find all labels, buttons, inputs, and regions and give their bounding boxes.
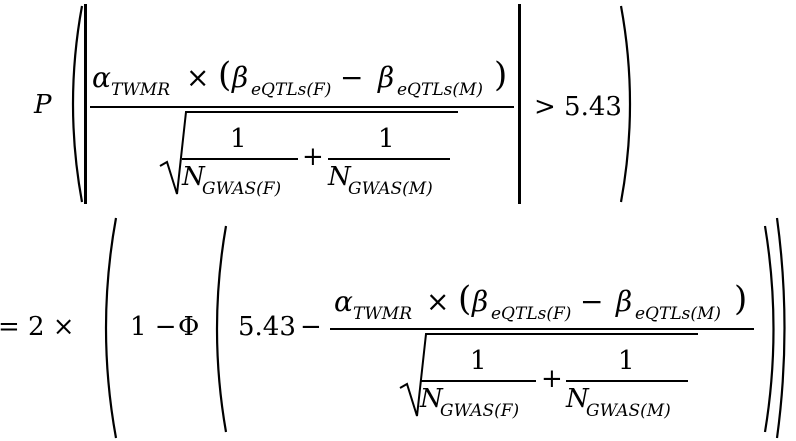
minus-before-fraction: −: [300, 312, 322, 342]
one-numerator-f: 1: [230, 124, 247, 154]
paren-level-2-left: [215, 225, 228, 433]
sqrt-vinculum: [186, 111, 448, 113]
abs-bar-left: [84, 4, 87, 204]
n-m-subscript: GWAS(M): [348, 179, 433, 199]
alpha-symbol: α: [92, 61, 111, 94]
equals-symbol: =: [0, 312, 20, 342]
plus-symbol: +: [302, 142, 324, 172]
minus-symbol: −: [340, 61, 364, 94]
beta-f-subscript-2: eQTLs(F): [491, 304, 572, 324]
n-symbol-f: N: [182, 162, 205, 192]
outer-left-paren: [71, 5, 84, 203]
alpha-subscript-2: TWMR: [353, 304, 413, 324]
inner-fraction-bar-m: [328, 158, 450, 160]
inner-fraction-bar-f-2: [420, 380, 536, 382]
alpha-symbol-2: α: [334, 285, 353, 318]
two-times-text: 2 ×: [28, 312, 75, 342]
comparison-text: > 5.43: [534, 92, 622, 122]
beta-symbol: β: [232, 61, 249, 94]
phi-symbol: Φ: [178, 312, 200, 342]
fraction-bar-2: [330, 328, 754, 330]
beta-m-subscript-2: eQTLs(M): [635, 304, 722, 324]
beta-symbol-4: β: [616, 285, 633, 318]
n-m-subscript-2: GWAS(M): [586, 401, 671, 421]
one-numerator-m-2: 1: [618, 346, 635, 376]
plus-symbol-2: +: [541, 364, 563, 394]
n-symbol-m: N: [328, 162, 351, 192]
paren-level-1-left: [104, 217, 118, 439]
inner-fraction-bar-f: [182, 158, 298, 160]
n-f-subscript-2: GWAS(F): [440, 401, 520, 421]
threshold-value: 5.43: [238, 312, 296, 342]
alpha-subscript: TWMR: [111, 80, 171, 100]
close-paren: ): [494, 55, 508, 95]
fraction-bar: [90, 106, 514, 108]
minus-symbol-2: −: [580, 285, 604, 318]
one-numerator-f-2: 1: [470, 346, 487, 376]
beta-m-subscript: eQTLs(M): [397, 80, 484, 100]
probability-symbol: P: [34, 90, 52, 120]
close-paren-2: ): [734, 279, 748, 319]
abs-bar-right: [518, 4, 521, 204]
n-f-subscript: GWAS(F): [202, 179, 282, 199]
outer-right-paren: [619, 5, 632, 203]
open-paren-2: (: [458, 279, 472, 319]
inner-fraction-bar-m-2: [566, 380, 688, 382]
paren-level-1-right: [775, 217, 786, 439]
beta-f-subscript: eQTLs(F): [251, 80, 332, 100]
n-symbol-m-2: N: [566, 384, 589, 414]
paren-level-2-right: [763, 225, 775, 433]
open-paren: (: [218, 55, 232, 95]
times-symbol: ×: [186, 61, 210, 94]
sqrt-vinculum-2: [426, 333, 688, 335]
one-minus-text: 1 −: [130, 312, 177, 342]
times-symbol-2: ×: [426, 285, 450, 318]
n-symbol-f-2: N: [420, 384, 443, 414]
one-numerator-m: 1: [378, 124, 395, 154]
beta-symbol-2: β: [378, 61, 395, 94]
beta-symbol-3: β: [472, 285, 489, 318]
